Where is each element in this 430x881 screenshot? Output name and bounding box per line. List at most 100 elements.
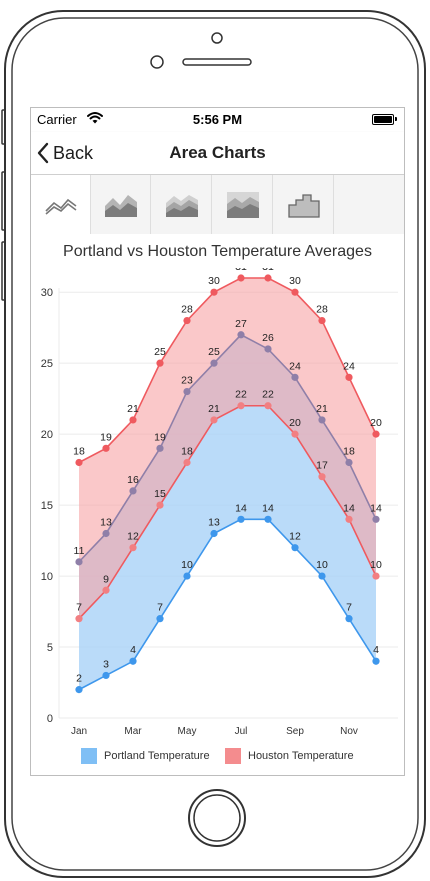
line-houston-low bbox=[78, 404, 377, 620]
data-label-portland-low: 3 bbox=[103, 658, 109, 670]
stacked-area-icon bbox=[165, 194, 198, 217]
point-portland-low bbox=[156, 615, 164, 623]
data-label-houston-high: 28 bbox=[316, 304, 328, 316]
point-portland-low bbox=[129, 657, 137, 665]
data-label-portland-high: 21 bbox=[316, 403, 328, 415]
data-label-portland-low: 14 bbox=[235, 502, 247, 514]
point-houston-high bbox=[102, 444, 110, 452]
point-portland-low bbox=[102, 671, 110, 680]
y-tick-label: 15 bbox=[41, 500, 53, 512]
status-time: 5:56 PM bbox=[192, 112, 243, 127]
data-label-houston-high: 31 bbox=[262, 268, 274, 273]
point-houston-high bbox=[318, 316, 326, 325]
legend-item-portland: Portland Temperature bbox=[81, 748, 210, 764]
point-houston-high bbox=[237, 274, 245, 282]
data-label-houston-low: 7 bbox=[76, 602, 82, 614]
point-portland-low bbox=[183, 572, 191, 580]
area-line-icon bbox=[44, 198, 76, 215]
tab-stacked-area[interactable] bbox=[152, 175, 212, 234]
tab-step-area[interactable] bbox=[274, 175, 334, 234]
data-label-portland-high: 27 bbox=[235, 318, 247, 330]
point-portland-low bbox=[345, 615, 353, 623]
data-label-houston-high: 25 bbox=[154, 346, 166, 358]
legend-label-houston: Houston Temperature bbox=[248, 750, 354, 762]
point-portland-low bbox=[372, 657, 380, 665]
battery-icon bbox=[372, 114, 397, 125]
point-portland-high bbox=[237, 331, 245, 339]
back-button[interactable]: Back bbox=[37, 140, 93, 166]
point-houston-low bbox=[75, 615, 83, 623]
data-label-houston-low: 12 bbox=[127, 531, 139, 543]
x-tick-label: May bbox=[178, 726, 197, 737]
legend-swatch-houston bbox=[225, 748, 241, 764]
point-portland-high bbox=[129, 487, 137, 495]
data-label-portland-high: 13 bbox=[100, 516, 112, 528]
data-label-portland-low: 4 bbox=[130, 644, 136, 656]
y-tick-label: 0 bbox=[47, 713, 53, 725]
data-label-portland-high: 23 bbox=[181, 375, 193, 387]
data-label-houston-high: 19 bbox=[100, 431, 112, 443]
chart-title: Portland vs Houston Temperature Averages bbox=[63, 243, 372, 260]
chart-type-tabs bbox=[31, 175, 404, 234]
chart-legend: Portland Temperature Houston Temperature bbox=[31, 748, 404, 768]
data-label-portland-low: 2 bbox=[76, 673, 82, 685]
data-label-portland-low: 7 bbox=[346, 602, 352, 614]
back-label: Back bbox=[53, 142, 94, 163]
point-houston-high bbox=[183, 316, 191, 325]
legend-swatch-portland bbox=[81, 748, 97, 764]
speaker bbox=[182, 58, 252, 66]
point-portland-high bbox=[318, 416, 326, 424]
data-label-portland-low: 4 bbox=[373, 644, 379, 656]
chevron-left-icon bbox=[37, 142, 49, 164]
data-label-houston-low: 18 bbox=[181, 446, 193, 458]
data-label-houston-low: 15 bbox=[154, 488, 166, 500]
home-button bbox=[188, 789, 246, 847]
data-label-portland-low: 14 bbox=[262, 502, 274, 514]
stacked-area-100-icon bbox=[226, 191, 259, 218]
y-tick-label: 20 bbox=[41, 429, 53, 441]
data-label-portland-high: 24 bbox=[289, 360, 301, 372]
point-houston-low bbox=[102, 586, 110, 594]
line-houston-high bbox=[78, 277, 377, 464]
legend-item-houston: Houston Temperature bbox=[225, 748, 354, 764]
front-camera bbox=[211, 32, 223, 44]
tab-stacked-area-100[interactable] bbox=[213, 175, 273, 234]
data-label-houston-low: 21 bbox=[208, 403, 220, 415]
data-label-houston-low: 14 bbox=[343, 502, 355, 514]
x-axis: Jan Mar May Jul Sep Nov bbox=[71, 726, 358, 737]
point-portland-low bbox=[75, 686, 83, 694]
sensor bbox=[150, 55, 164, 69]
tab-area-line[interactable] bbox=[31, 175, 91, 234]
point-houston-low bbox=[129, 544, 137, 552]
x-tick-label: Nov bbox=[340, 726, 358, 737]
step-area-icon bbox=[287, 193, 320, 218]
legend-label-portland: Portland Temperature bbox=[104, 750, 210, 762]
point-houston-high bbox=[129, 416, 137, 424]
data-label-houston-high: 18 bbox=[73, 446, 85, 458]
x-tick-label: Mar bbox=[124, 726, 142, 737]
temperature-area-chart: 051015202530°CJanMarMayJulSepNov23471013… bbox=[41, 268, 398, 737]
point-portland-low bbox=[264, 515, 272, 523]
data-label-portland-high: 14 bbox=[370, 502, 382, 514]
data-label-houston-high: 30 bbox=[208, 275, 220, 287]
point-houston-low bbox=[291, 430, 299, 438]
area-icon bbox=[104, 194, 137, 217]
y-tick-label: 25 bbox=[41, 358, 53, 370]
point-houston-low bbox=[372, 572, 380, 580]
data-label-houston-high: 28 bbox=[181, 304, 193, 316]
point-houston-low bbox=[210, 416, 218, 424]
status-bar: Carrier 5:56 PM bbox=[31, 108, 404, 132]
tab-area[interactable] bbox=[91, 175, 151, 234]
data-label-houston-low: 17 bbox=[316, 460, 328, 472]
point-portland-high bbox=[210, 359, 218, 367]
point-portland-high bbox=[291, 373, 299, 381]
wifi-icon bbox=[87, 112, 103, 124]
point-houston-low bbox=[156, 501, 164, 509]
line-portland-high bbox=[78, 333, 377, 563]
data-label-portland-low: 12 bbox=[289, 531, 301, 543]
point-portland-low bbox=[210, 529, 218, 538]
data-label-houston-low: 20 bbox=[289, 417, 301, 429]
point-houston-low bbox=[318, 473, 326, 481]
data-label-portland-low: 10 bbox=[316, 559, 328, 571]
point-portland-high bbox=[102, 529, 110, 538]
